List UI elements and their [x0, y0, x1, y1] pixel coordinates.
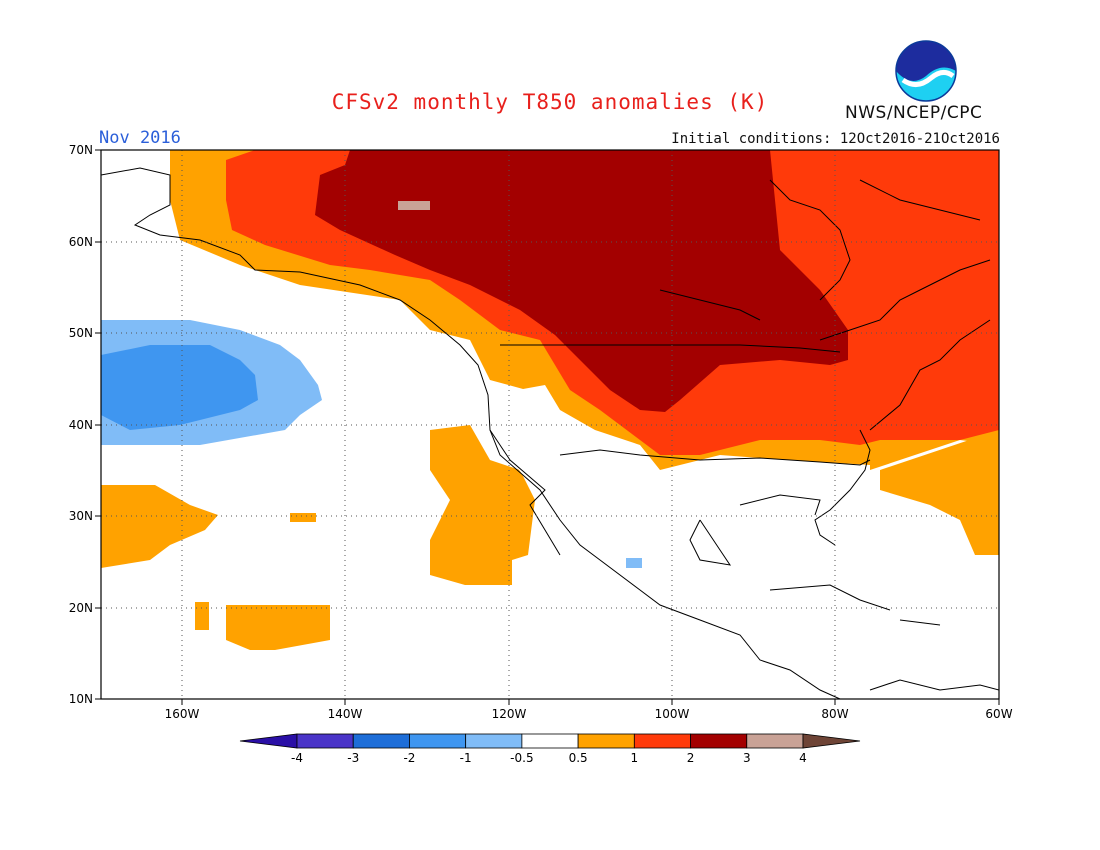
- colorbar-label: 3: [743, 751, 751, 765]
- colorbar-swatch: [746, 733, 804, 749]
- anomaly-region-orange-west: [101, 485, 218, 568]
- lat-label: 70N: [69, 143, 93, 157]
- lon-label: 140W: [328, 707, 363, 721]
- anomaly-region-dark-red: [315, 150, 848, 412]
- agency-label: NWS/NCEP/CPC: [845, 103, 983, 123]
- noaa-logo: [895, 40, 957, 102]
- anomaly-region-blue-small: [626, 558, 642, 568]
- anomaly-region-orange-hawaii: [226, 605, 330, 650]
- colorbar-label: 4: [799, 751, 807, 765]
- colorbar-swatch: [352, 733, 410, 749]
- lon-label: 60W: [985, 707, 1012, 721]
- colorbar-swatch: [465, 733, 523, 749]
- colorbar-label: 1: [631, 751, 639, 765]
- colorbar-swatch: [633, 733, 691, 749]
- colorbar-swatch: [409, 733, 467, 749]
- anomaly-region-orange-atlantic: [880, 430, 999, 555]
- lat-label: 10N: [69, 692, 93, 706]
- anomaly-shading: [101, 150, 999, 650]
- lat-label: 20N: [69, 601, 93, 615]
- anomaly-region-orange-tiny: [195, 602, 209, 630]
- colorbar-swatch: [296, 733, 354, 749]
- neutral-region-us: [485, 385, 870, 600]
- colorbar-arrow-high: [802, 733, 861, 749]
- axis-ticks: [95, 149, 1000, 705]
- anomaly-region-orange-small: [290, 513, 316, 522]
- colorbar-swatch: [577, 733, 635, 749]
- coastlines: [101, 167, 999, 699]
- lat-label: 40N: [69, 418, 93, 432]
- colorbar: -4 -3 -2 -1 -0.5 0.5 1 2 3 4: [239, 733, 861, 765]
- anomaly-region-tan: [398, 201, 430, 210]
- colorbar-label: 0.5: [569, 751, 588, 765]
- colorbar-label: -2: [403, 751, 415, 765]
- colorbar-label: -0.5: [510, 751, 533, 765]
- colorbar-label: -4: [291, 751, 303, 765]
- lat-label: 60N: [69, 235, 93, 249]
- colorbar-swatch: [521, 733, 579, 749]
- lon-label: 160W: [165, 707, 200, 721]
- lon-label: 80W: [821, 707, 848, 721]
- colorbar-arrow-low: [239, 733, 298, 749]
- lat-label: 50N: [69, 326, 93, 340]
- lon-label: 120W: [492, 707, 527, 721]
- colorbar-label: 2: [687, 751, 695, 765]
- forecast-period: Nov 2016: [99, 128, 181, 148]
- colorbar-label: -1: [460, 751, 472, 765]
- colorbar-label: -3: [347, 751, 359, 765]
- lat-label: 30N: [69, 509, 93, 523]
- initial-conditions: Initial conditions: 12Oct2016-21Oct2016: [671, 131, 1000, 147]
- chart-title: CFSv2 monthly T850 anomalies (K): [331, 90, 769, 114]
- colorbar-swatch: [690, 733, 748, 749]
- anomaly-region-blue: [101, 345, 258, 430]
- lon-label: 100W: [655, 707, 690, 721]
